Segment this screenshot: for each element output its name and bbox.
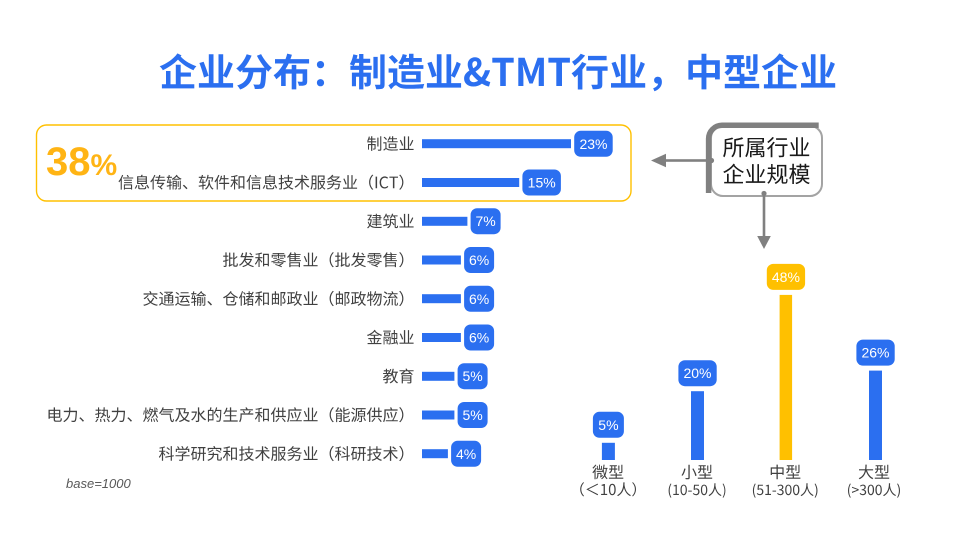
svg-text:20%: 20%: [683, 365, 711, 381]
svg-text:7%: 7%: [475, 213, 495, 229]
svg-text:5%: 5%: [598, 417, 618, 433]
svg-text:6%: 6%: [469, 330, 489, 346]
svg-text:base=1000: base=1000: [66, 476, 131, 491]
svg-text:23%: 23%: [579, 136, 607, 152]
svg-text:26%: 26%: [861, 345, 889, 361]
svg-text:48%: 48%: [772, 269, 800, 285]
svg-text:4%: 4%: [456, 446, 476, 462]
svg-text:6%: 6%: [469, 291, 489, 307]
svg-text:15%: 15%: [528, 175, 556, 191]
svg-text:5%: 5%: [462, 368, 482, 384]
svg-text:5%: 5%: [462, 407, 482, 423]
svg-text:38%: 38%: [46, 140, 117, 184]
svg-text:6%: 6%: [469, 252, 489, 268]
